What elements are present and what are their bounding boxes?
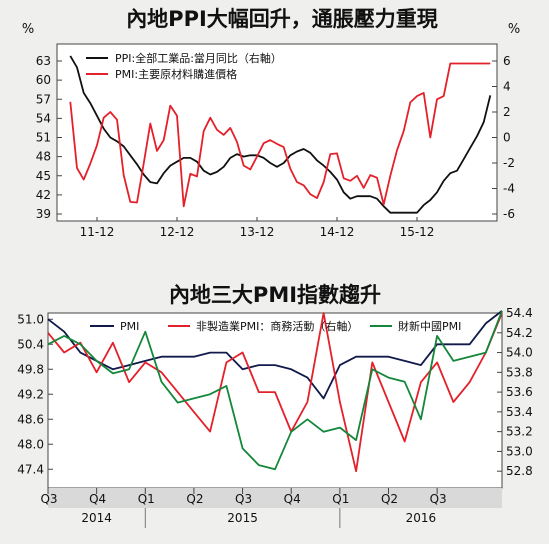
chart2-title: 內地三大PMI指數趨升 — [169, 283, 381, 307]
chart2-series-line-nonmfg — [47, 312, 503, 473]
chart2-year-axis: 2014 2015 2016 — [81, 508, 436, 528]
chart1-x-tick-label: 13-12 — [240, 225, 275, 239]
chart2-legend: PMI 非製造業PMI：商務活動（右軸） 財新中國PMI — [90, 319, 461, 333]
chart1-title: 內地PPI大幅回升，通脹壓力重現 — [126, 7, 438, 31]
chart1-left-tick-label: 45 — [36, 169, 51, 183]
chart1-left-tick-label: 54 — [36, 111, 51, 125]
chart2-x-tick-label: Q4 — [89, 492, 106, 506]
chart2-right-tick-label: 54.0 — [506, 346, 533, 360]
chart-ppi: 內地PPI大幅回升，通脹壓力重現 % % 636057545148454239 … — [22, 7, 520, 239]
chart1-left-tick-label: 60 — [36, 73, 51, 87]
chart2-x-tick-label: Q3 — [40, 492, 57, 506]
chart1-right-unit: % — [508, 22, 520, 37]
chart2-left-tick-label: 50.4 — [17, 337, 44, 351]
chart2-plot-area — [47, 312, 503, 489]
chart2-right-tick-label: 54.4 — [506, 306, 533, 320]
chart1-x-tick-label: 12-12 — [160, 225, 195, 239]
chart2-x-tick-label: Q2 — [381, 492, 398, 506]
chart2-left-tick-label: 48.0 — [17, 437, 44, 451]
chart2-x-tick-label: Q1 — [332, 492, 349, 506]
chart1-left-tick-label: 51 — [36, 131, 51, 145]
chart1-right-tick-label: 6 — [503, 54, 511, 68]
chart1-left-axis: 63 60 57 54 51 48 45 42 39 — [36, 54, 62, 221]
chart2-left-tick-label: 49.8 — [17, 362, 44, 376]
chart2-right-tick-label: 52.8 — [506, 464, 533, 478]
chart2-legend-label-pmi: PMI — [120, 320, 139, 333]
chart1-x-tick-label: 15-12 — [400, 225, 435, 239]
chart2-x-tick-label: Q3 — [430, 492, 447, 506]
chart-pmi: 內地三大PMI指數趨升 51.0 50.4 49.8 49.2 48.6 48.0 47.4… — [17, 283, 533, 528]
chart2-right-tick-label: 53.4 — [506, 405, 533, 419]
chart1-left-tick-label: 57 — [36, 92, 51, 106]
chart2-x-tick-label: Q3 — [235, 492, 252, 506]
chart1-right-tick-label: 2 — [503, 105, 511, 119]
chart2-legend-label-caixin: 財新中國PMI — [398, 319, 461, 333]
chart2-left-axis: 51.0 50.4 49.8 49.2 48.6 48.0 47.4 — [17, 312, 53, 476]
chart2-left-tick-label: 51.0 — [17, 312, 44, 326]
chart1-x-tick-label: 14-12 — [320, 225, 355, 239]
chart2-left-tick-label: 48.6 — [17, 412, 44, 426]
chart2-x-tick-label: Q4 — [284, 492, 301, 506]
chart1-right-tick-label: -4 — [503, 182, 515, 196]
chart1-legend-label-ppi: PPI:全部工業品:當月同比（右軸） — [115, 51, 282, 65]
chart1-x-tick-label: 11-12 — [80, 225, 115, 239]
chart2-right-axis: 54.4 54.2 54.0 53.8 53.6 53.4 53.2 53.0 52.8 — [497, 306, 533, 478]
chart2-series — [47, 310, 503, 473]
chart1-right-axis: 6 4 2 0 -2 -4 -6 — [492, 54, 515, 221]
chart2-left-tick-label: 49.2 — [17, 387, 44, 401]
chart1-legend: PPI:全部工業品:當月同比（右軸） PMI:主要原材料購進價格 — [86, 51, 282, 81]
chart1-right-tick-label: -6 — [503, 207, 515, 221]
chart1-right-tick-label: 4 — [503, 80, 511, 94]
chart1-series — [69, 55, 492, 214]
chart1-left-unit: % — [22, 22, 34, 37]
chart2-x-tick-label: Q1 — [138, 492, 155, 506]
chart2-legend-label-nonmfg: 非製造業PMI：商務活動（右軸） — [196, 319, 358, 333]
chart1-plot-area — [56, 43, 498, 222]
chart1-series-line-pmi-input-price — [69, 62, 491, 208]
chart1-series-line-ppi — [69, 55, 492, 214]
chart2-year-label: 2016 — [406, 511, 437, 525]
chart2-x-tick-label: Q2 — [186, 492, 203, 506]
chart1-left-tick-label: 48 — [36, 150, 51, 164]
chart2-x-axis: Q3 Q4 Q1 Q2 Q3 Q4 Q1 Q2 Q3 — [40, 488, 447, 506]
chart1-left-tick-label: 39 — [36, 207, 51, 221]
chart2-year-label: 2014 — [81, 511, 112, 525]
chart2-left-tick-label: 47.4 — [17, 462, 44, 476]
chart2-series-line-pmi — [47, 310, 503, 400]
chart1-left-tick-label: 42 — [36, 188, 51, 202]
chart1-legend-label-pmi: PMI:主要原材料購進價格 — [115, 67, 237, 81]
chart1-left-tick-label: 63 — [36, 54, 51, 68]
chart1-right-tick-label: 0 — [503, 131, 511, 145]
chart2-right-tick-label: 53.8 — [506, 365, 533, 379]
chart2-right-tick-label: 53.6 — [506, 385, 533, 399]
chart2-right-tick-label: 54.2 — [506, 326, 533, 340]
chart2-series-line-caixin — [47, 310, 503, 471]
chart2-right-tick-label: 53.2 — [506, 425, 533, 439]
chart1-x-axis: 11-12 12-12 13-12 14-12 15-12 — [80, 217, 435, 239]
chart2-year-label: 2015 — [227, 511, 258, 525]
chart2-right-tick-label: 53.0 — [506, 444, 533, 458]
chart1-right-tick-label: -2 — [503, 156, 515, 170]
